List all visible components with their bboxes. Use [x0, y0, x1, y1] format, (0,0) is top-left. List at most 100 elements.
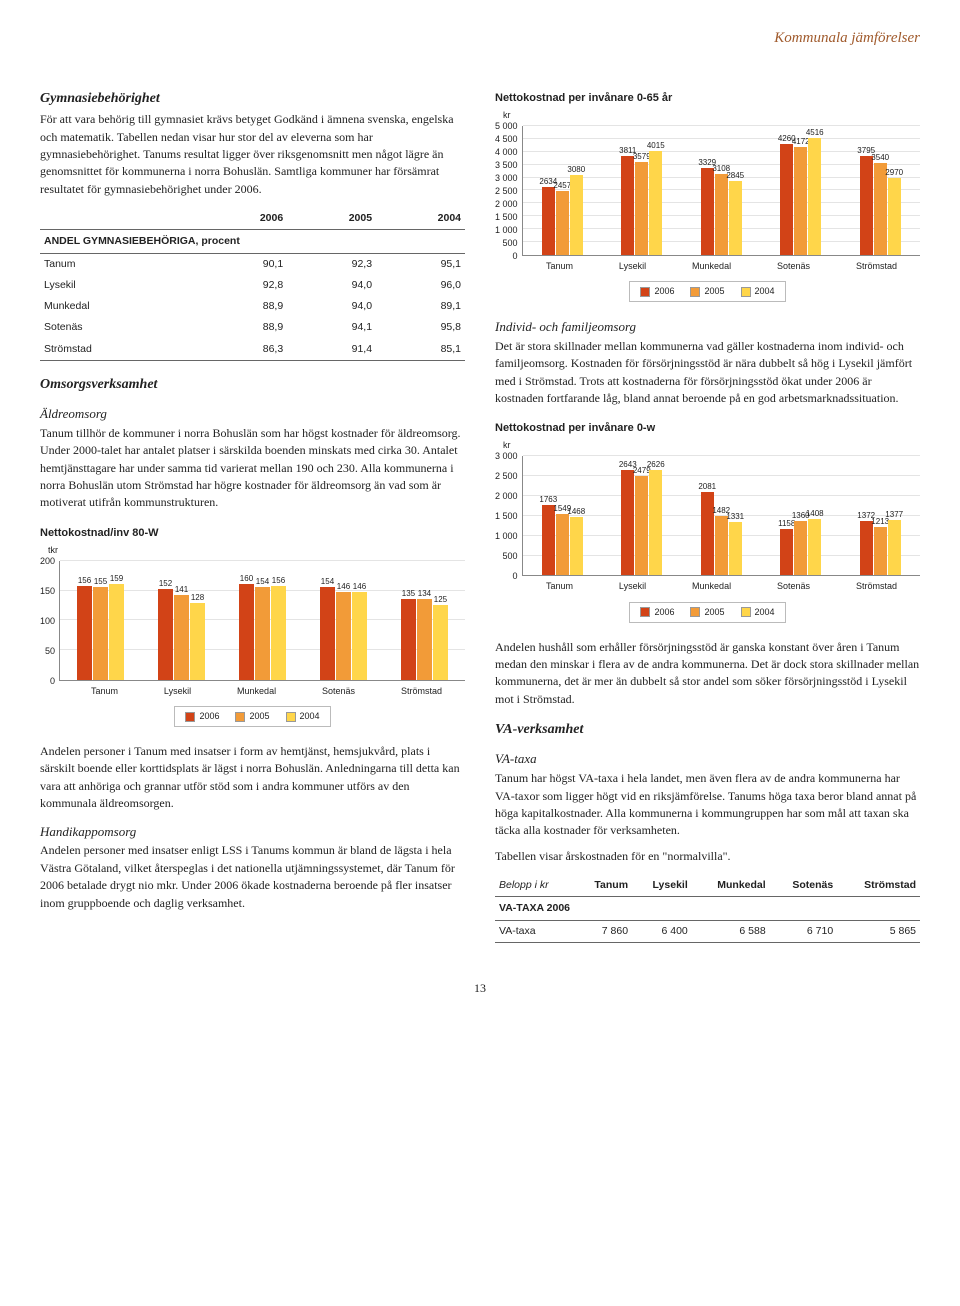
chart-bar-group: 208114821331	[701, 492, 742, 575]
chart-bar-label: 2626	[647, 459, 665, 471]
x-tick-label: Strömstad	[401, 685, 442, 698]
chart-065: Nettokostnad per invånare 0-65 årkr5 000…	[495, 91, 920, 302]
chart-bar: 3080	[570, 175, 583, 255]
chart-bar: 4172	[794, 147, 807, 255]
chart-bar-label: 135	[402, 588, 415, 600]
x-tick-label: Lysekil	[164, 685, 191, 698]
table-cell: 90,1	[198, 253, 287, 275]
chart-bar: 4260	[780, 144, 793, 255]
chart-bar: 154	[320, 587, 335, 679]
subheading-vataxa: VA-taxa	[495, 750, 920, 769]
chart-bar: 2634	[542, 187, 555, 255]
table-cell: 95,8	[376, 317, 465, 338]
page-number: 13	[40, 981, 920, 996]
chart-bar: 1408	[808, 519, 821, 575]
chart-bar: 159	[109, 584, 124, 679]
table-row: Munkedal88,994,089,1	[40, 296, 465, 317]
chart-bar-group: 115813601408	[780, 519, 821, 575]
chart-bar: 2457	[556, 191, 569, 255]
table-cell: 92,3	[287, 253, 376, 275]
paragraph: Andelen hushåll som erhåller försörjning…	[495, 639, 920, 709]
table-cell: 92,8	[198, 275, 287, 296]
chart-bar: 1377	[888, 520, 901, 575]
chart-bar: 155	[93, 587, 108, 680]
chart-bar: 1549	[556, 514, 569, 576]
chart-bar: 152	[158, 589, 173, 680]
chart-bar: 146	[352, 592, 367, 680]
chart-bar: 1372	[860, 521, 873, 576]
chart-bar-group: 176315491468	[542, 505, 583, 576]
legend-swatch	[286, 712, 296, 722]
table-cell: 96,0	[376, 275, 465, 296]
x-tick-label: Sotenäs	[777, 260, 810, 273]
chart-bar-label: 134	[418, 588, 431, 600]
left-column: Gymnasiebehörighet För att vara behörig …	[40, 77, 465, 957]
chart-bar-label: 2970	[885, 167, 903, 179]
table-caption: VA-TAXA 2006	[495, 897, 920, 920]
chart-0w: Nettokostnad per invånare 0-wkr3 0002 50…	[495, 421, 920, 622]
chart-bar: 2643	[621, 470, 634, 576]
chart-bar: 4516	[808, 138, 821, 255]
chart-bar: 1360	[794, 521, 807, 575]
chart-legend: 200620052004	[629, 281, 785, 302]
table-sublabel: Belopp i kr	[495, 875, 575, 897]
legend-item: 2006	[640, 606, 674, 619]
table-cell: 85,1	[376, 339, 465, 361]
chart-bar-label: 154	[256, 576, 269, 588]
paragraph: Tanum har högst VA-taxa i hela landet, m…	[495, 770, 920, 840]
chart-bar: 1213	[874, 527, 887, 576]
table-cell: 95,1	[376, 253, 465, 275]
chart-bar-label: 125	[434, 594, 447, 606]
legend-swatch	[640, 607, 650, 617]
chart-bar-label: 128	[191, 592, 204, 604]
legend-item: 2005	[690, 606, 724, 619]
legend-swatch	[640, 287, 650, 297]
table-row: VA-taxa7 8606 4006 5886 7105 865	[495, 920, 920, 942]
chart-bar: 1468	[570, 517, 583, 576]
table-cell: 94,0	[287, 296, 376, 317]
chart-y-unit: kr	[495, 109, 920, 122]
table-cell: Munkedal	[40, 296, 198, 317]
chart-bar-group: 332931082845	[701, 168, 742, 255]
chart-bar-label: 3579	[633, 151, 651, 163]
paragraph: Andelen personer med insatser enligt LSS…	[40, 842, 465, 912]
x-tick-label: Munkedal	[692, 580, 731, 593]
table-col-header: Munkedal	[692, 875, 770, 897]
legend-item: 2006	[640, 285, 674, 298]
table-caption: ANDEL GYMNASIEBEHÖRIGA, procent	[40, 230, 465, 253]
paragraph: Tanum tillhör de kommuner i norra Bohusl…	[40, 425, 465, 512]
chart-bar: 128	[190, 603, 205, 680]
chart-bar: 1482	[715, 516, 728, 575]
section-heading-va: VA-verksamhet	[495, 720, 920, 740]
section-heading-gymnasie: Gymnasiebehörighet	[40, 89, 465, 109]
table-cell: 88,9	[198, 296, 287, 317]
table-col-header: Tanum	[575, 875, 633, 897]
chart-bar: 3329	[701, 168, 714, 255]
chart-bar-label: 1468	[567, 506, 585, 518]
chart-title: Nettokostnad/inv 80-W	[40, 526, 465, 542]
chart-bar-label: 3080	[567, 164, 585, 176]
paragraph: Det är stora skillnader mellan kommunern…	[495, 338, 920, 408]
table-cell: 6 588	[692, 920, 770, 942]
legend-swatch	[185, 712, 195, 722]
legend-item: 2004	[286, 710, 320, 723]
x-tick-label: Strömstad	[856, 580, 897, 593]
table-cell: 7 860	[575, 920, 633, 942]
chart-bar: 3811	[621, 156, 634, 255]
table-cell: 91,4	[287, 339, 376, 361]
chart-bar-label: 156	[272, 575, 285, 587]
x-tick-label: Munkedal	[692, 260, 731, 273]
x-tick-label: Tanum	[546, 580, 573, 593]
table-gymnasie: ANDEL GYMNASIEBEHÖRIGA, procent 20062005…	[40, 208, 465, 361]
chart-bar: 156	[271, 586, 286, 680]
table-cell: Tanum	[40, 253, 198, 275]
chart-bar-label: 146	[353, 581, 366, 593]
chart-bar-group: 156155159	[77, 584, 124, 679]
table-cell: 89,1	[376, 296, 465, 317]
section-heading-individ: Individ- och familjeomsorg	[495, 318, 920, 337]
table-row: Lysekil92,894,096,0	[40, 275, 465, 296]
table-row: Tanum90,192,395,1	[40, 253, 465, 275]
chart-bar-group: 264324792626	[621, 470, 662, 576]
x-tick-label: Sotenäs	[322, 685, 355, 698]
chart-bar-label: 4516	[806, 127, 824, 139]
